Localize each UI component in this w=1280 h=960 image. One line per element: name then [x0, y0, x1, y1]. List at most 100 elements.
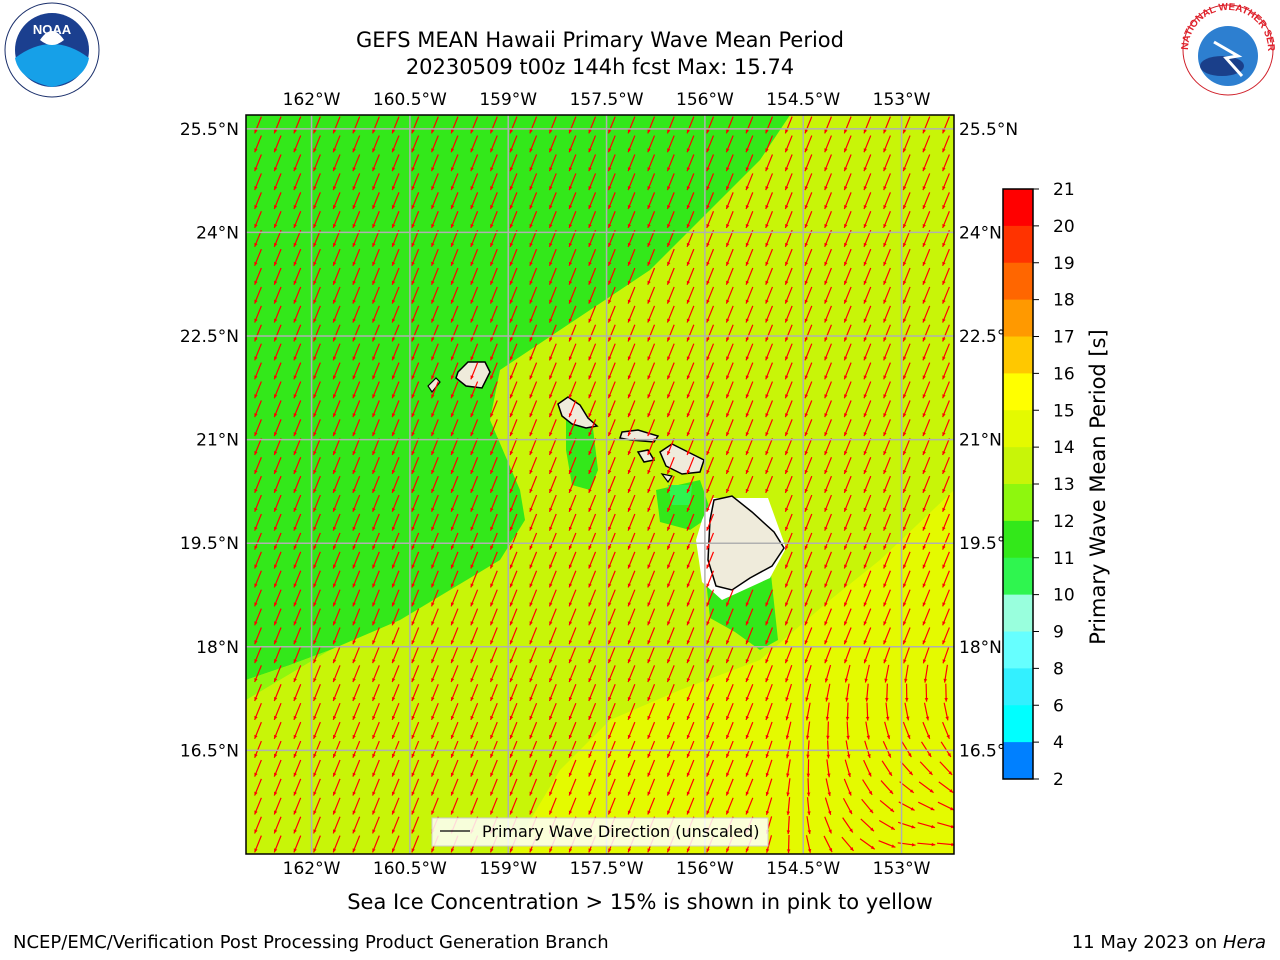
- direction-arrow-head: [922, 129, 926, 134]
- direction-arrow-head: [470, 337, 474, 342]
- direction-arrow-head: [254, 791, 258, 796]
- direction-arrow-head: [332, 810, 337, 815]
- direction-arrow-head: [490, 242, 494, 247]
- direction-arrow-head: [686, 148, 691, 153]
- direction-arrow-head: [431, 375, 435, 380]
- direction-arrow-head: [942, 621, 946, 626]
- direction-arrow-head: [391, 205, 396, 210]
- direction-arrow-head: [942, 469, 946, 474]
- direction-arrow-head: [667, 621, 671, 626]
- direction-arrow-head: [765, 129, 769, 134]
- direction-arrow-head: [726, 223, 730, 228]
- direction-arrow-head: [470, 488, 474, 493]
- direction-arrow-head: [824, 394, 828, 399]
- direction-arrow-head: [844, 659, 848, 664]
- direction-arrow-head: [667, 583, 671, 588]
- direction-arrow-head: [509, 432, 514, 437]
- direction-arrow-head: [765, 716, 769, 721]
- lon-label-bottom: 159°W: [479, 859, 537, 879]
- noaa-logo: NOAA: [4, 2, 100, 98]
- direction-arrow-head: [588, 413, 592, 418]
- direction-arrow-head: [686, 753, 691, 758]
- direction-arrow-head: [911, 842, 916, 847]
- direction-arrow-head: [785, 451, 789, 456]
- direction-arrow-head: [804, 337, 808, 342]
- direction-arrow-head: [745, 772, 750, 777]
- direction-arrow-head: [765, 810, 770, 815]
- direction-arrow-head: [647, 432, 651, 437]
- direction-arrow-head: [529, 148, 533, 153]
- direction-arrow-head: [313, 375, 317, 380]
- direction-arrow-head: [372, 186, 376, 191]
- direction-arrow-head: [942, 242, 946, 247]
- direction-arrow-head: [450, 242, 455, 247]
- direction-arrow-head: [509, 394, 514, 399]
- direction-arrow-head: [667, 488, 671, 493]
- direction-arrow-head: [647, 583, 651, 588]
- direction-arrow-head: [490, 621, 494, 626]
- direction-arrow-head: [745, 696, 750, 701]
- direction-arrow-head: [490, 696, 494, 701]
- direction-arrow-head: [863, 375, 867, 380]
- direction-arrow-head: [922, 451, 926, 456]
- direction-arrow-head: [490, 753, 494, 758]
- direction-arrow-head: [254, 810, 258, 815]
- colorbar-tick-label: 9: [1053, 623, 1064, 643]
- direction-arrow-head: [313, 753, 317, 758]
- direction-arrow-head: [431, 148, 435, 153]
- direction-arrow-head: [804, 280, 808, 285]
- direction-arrow-head: [745, 734, 750, 739]
- direction-arrow-head: [667, 148, 671, 153]
- direction-arrow-head: [529, 564, 533, 569]
- direction-arrow-head: [372, 413, 376, 418]
- direction-arrow-head: [686, 734, 691, 739]
- direction-arrow-head: [313, 205, 317, 210]
- direction-arrow-head: [786, 811, 790, 816]
- direction-arrow-head: [332, 261, 337, 266]
- direction-arrow-head: [745, 242, 750, 247]
- direction-arrow-head: [686, 186, 691, 191]
- direction-arrow-head: [490, 394, 494, 399]
- direction-arrow-head: [254, 621, 258, 626]
- direction-arrow-head: [883, 469, 887, 474]
- direction-arrow-head: [824, 337, 828, 342]
- direction-arrow-head: [647, 564, 651, 569]
- direction-arrow-head: [804, 659, 809, 664]
- direction-arrow-head: [647, 375, 651, 380]
- direction-arrow-head: [274, 375, 278, 380]
- direction-arrow-head: [804, 205, 808, 210]
- direction-arrow-head: [529, 621, 533, 626]
- direction-arrow-head: [686, 469, 691, 474]
- direction-arrow-head: [903, 507, 907, 512]
- direction-arrow-head: [922, 148, 926, 153]
- direction-arrow-head: [568, 810, 573, 815]
- direction-arrow-head: [950, 824, 954, 829]
- direction-arrow-head: [293, 375, 297, 380]
- direction-arrow-head: [352, 791, 356, 796]
- direction-arrow-head: [627, 734, 632, 739]
- direction-arrow-head: [608, 848, 612, 853]
- direction-arrow-head: [765, 186, 769, 191]
- direction-arrow-head: [588, 791, 592, 796]
- direction-arrow-head: [627, 280, 632, 285]
- direction-arrow-head: [785, 261, 789, 266]
- direction-arrow-head: [863, 148, 867, 153]
- direction-arrow-head: [509, 583, 514, 588]
- direction-arrow-head: [667, 280, 671, 285]
- direction-arrow-head: [922, 299, 926, 304]
- direction-arrow-head: [686, 621, 691, 626]
- direction-arrow-head: [608, 223, 612, 228]
- direction-arrow-head: [411, 242, 415, 247]
- direction-arrow-head: [352, 526, 356, 531]
- direction-arrow-head: [844, 337, 848, 342]
- direction-arrow-head: [431, 299, 435, 304]
- direction-arrow-head: [391, 659, 396, 664]
- direction-arrow-head: [608, 753, 612, 758]
- direction-arrow-head: [686, 356, 691, 361]
- direction-arrow-head: [883, 129, 887, 134]
- direction-arrow-head: [706, 356, 710, 361]
- lon-label-bottom: 156°W: [676, 859, 734, 879]
- direction-arrow-head: [647, 734, 651, 739]
- direction-arrow-head: [903, 621, 907, 626]
- direction-arrow-head: [391, 432, 396, 437]
